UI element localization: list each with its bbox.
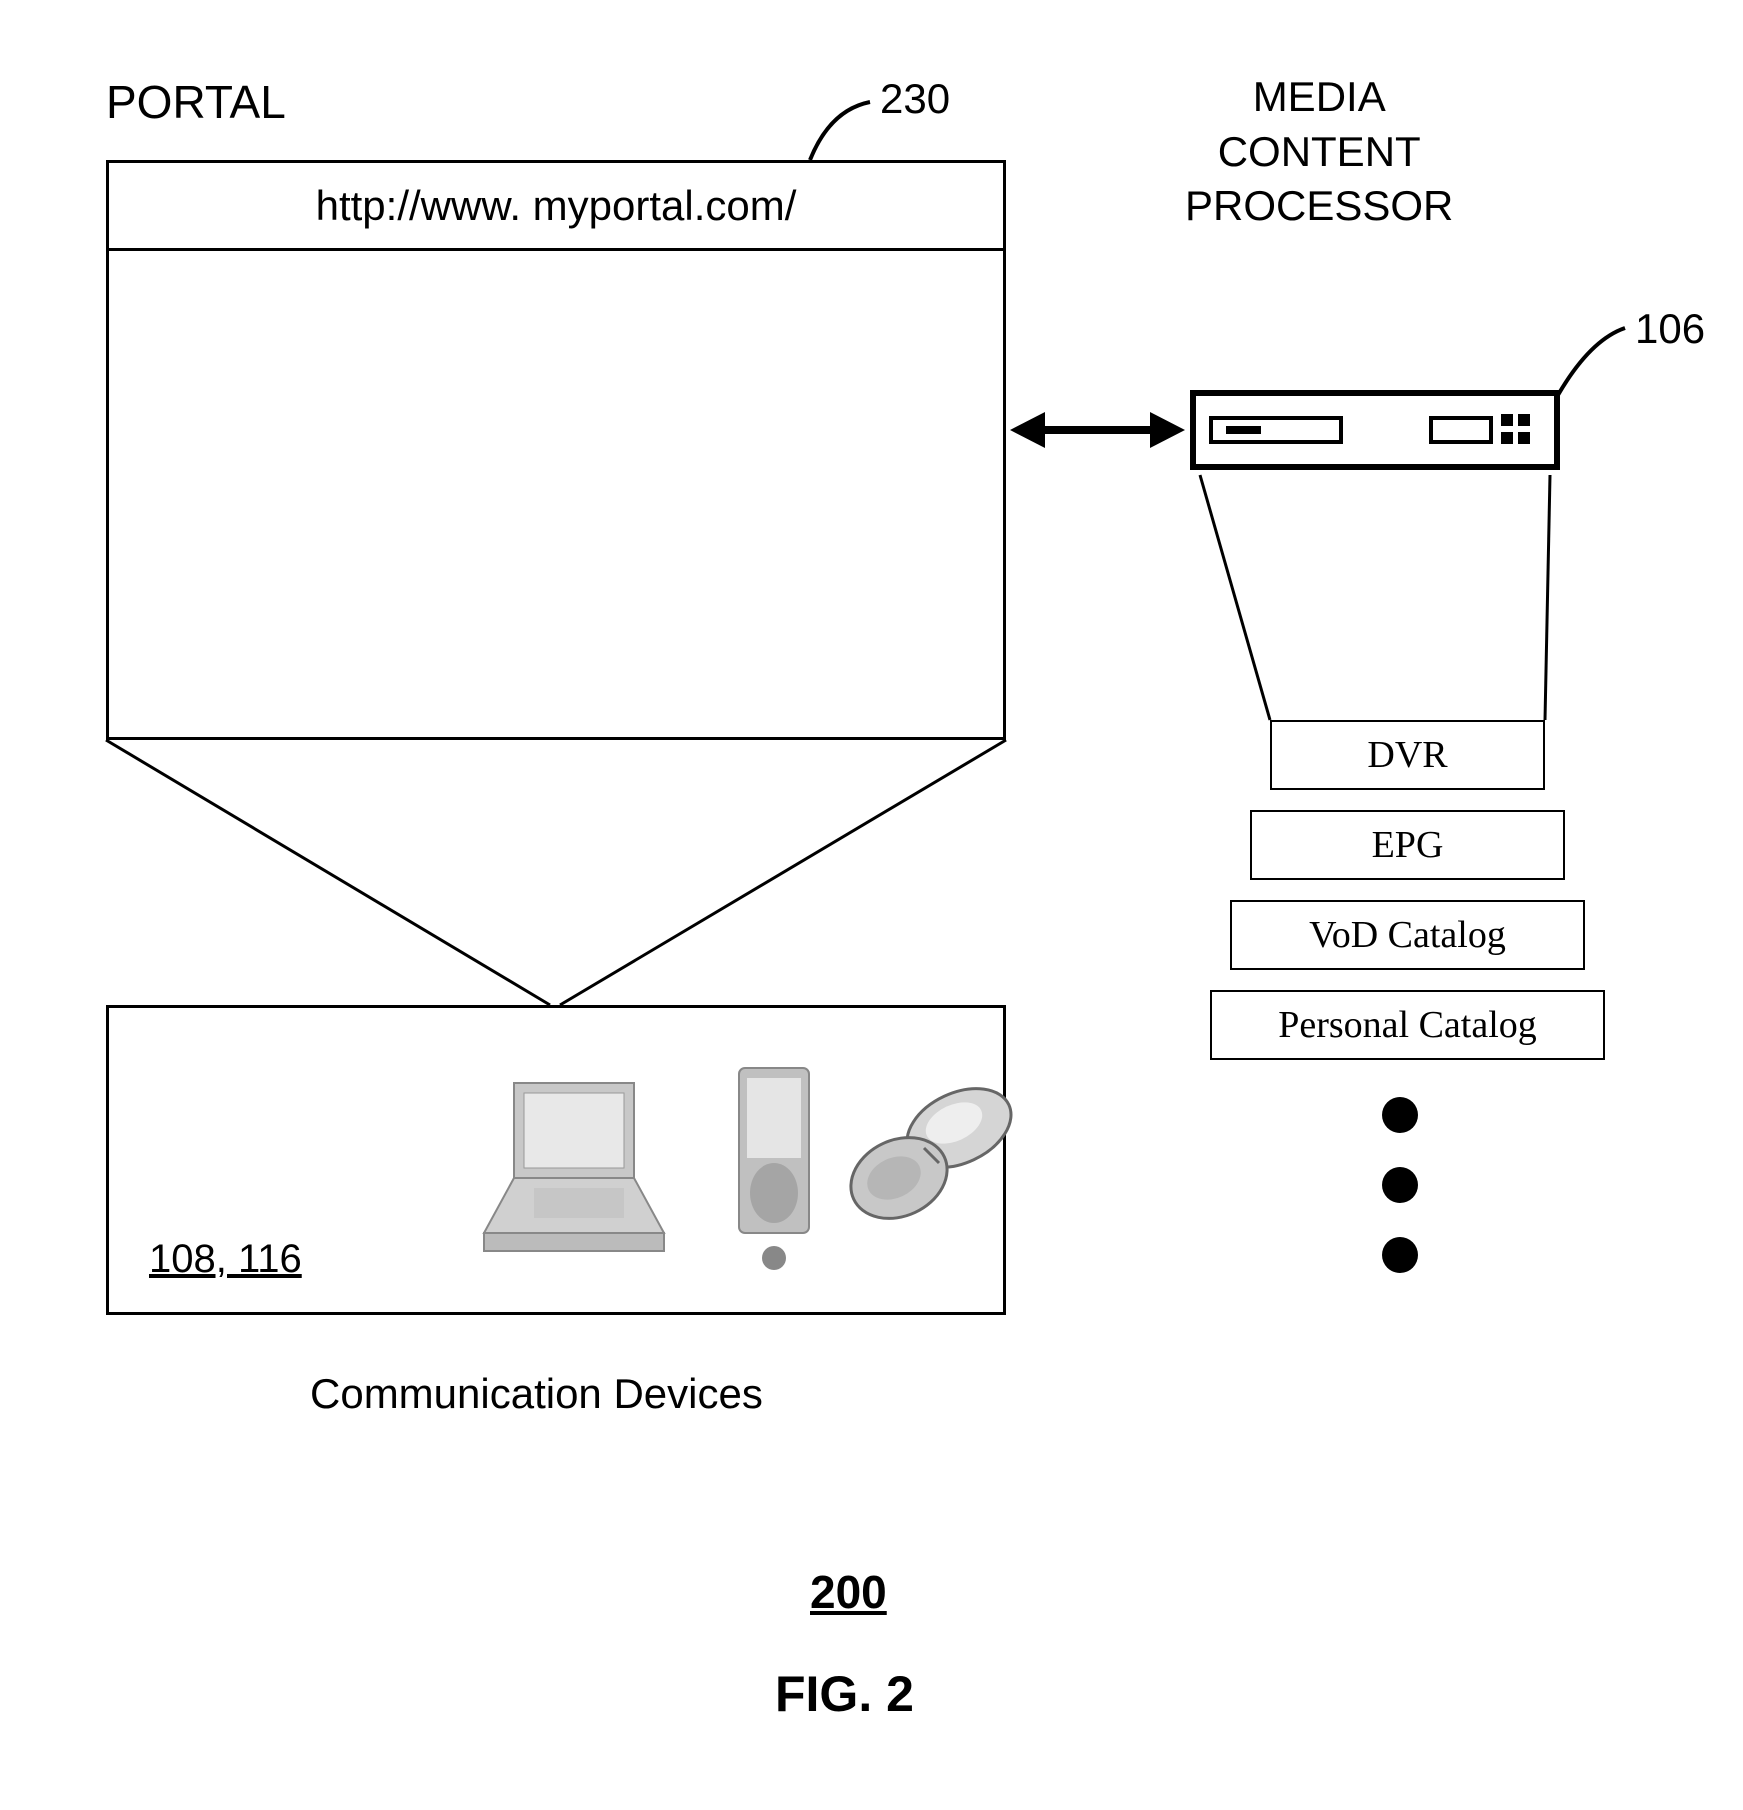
media-processor-title: MEDIA CONTENT PROCESSOR [1185,70,1453,234]
flip-phone-icon [839,1078,1029,1248]
figure-number: 200 [810,1565,887,1619]
figure-caption: FIG. 2 [775,1665,914,1723]
stack-personal: Personal Catalog [1210,990,1605,1060]
stack-epg: EPG [1250,810,1565,880]
media-processor-device [1190,390,1560,470]
portal-ref: 230 [880,75,950,123]
portal-url: http://www. myportal.com/ [316,182,797,230]
portal-title: PORTAL [106,75,286,129]
laptop-icon [479,1073,679,1263]
portal-url-bar: http://www. myportal.com/ [109,163,1003,251]
comm-devices-label: Communication Devices [310,1370,763,1418]
comm-devices-box: 108, 116 [106,1005,1006,1315]
comm-devices-refs: 108, 116 [149,1237,302,1282]
stack-vod: VoD Catalog [1230,900,1585,970]
stack-dvr: DVR [1270,720,1545,790]
portal-window: http://www. myportal.com/ [106,160,1006,740]
mobile-device-icon [729,1063,824,1283]
media-processor-ref: 106 [1635,305,1705,353]
